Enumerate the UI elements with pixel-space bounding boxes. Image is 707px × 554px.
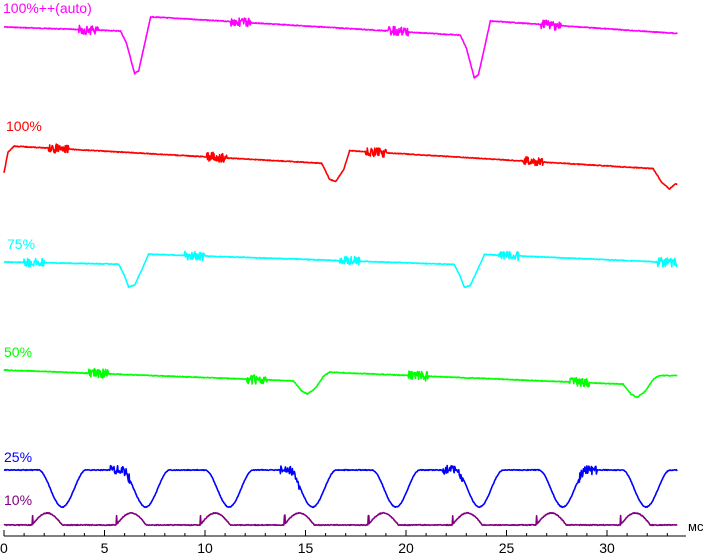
x-tick-label-5: 5 (101, 540, 109, 554)
series-label-25: 25% (4, 449, 32, 465)
x-axis-unit-label: мс (688, 519, 704, 534)
series-label-10: 10% (4, 492, 32, 508)
series-layer (3, 15, 678, 527)
series-label-100-auto: 100%++(auto) (3, 0, 92, 16)
x-tick-label-15: 15 (298, 540, 314, 554)
series-line-25 (3, 464, 678, 509)
x-tick-label-0: 0 (0, 540, 8, 554)
x-tick-label-20: 20 (398, 540, 414, 554)
x-tick-label-10: 10 (197, 540, 213, 554)
x-tick-label-25: 25 (499, 540, 515, 554)
x-tick-label-30: 30 (599, 540, 615, 554)
series-label-100: 100% (6, 118, 42, 134)
series-line-75 (3, 250, 678, 289)
series-line-100 (3, 143, 678, 190)
series-line-50 (3, 367, 678, 399)
series-label-75: 75% (7, 236, 35, 252)
series-line-10 (3, 511, 678, 527)
x-axis-ticks: 0 5 10 15 20 25 30 (0, 530, 668, 554)
series-line-100-auto (3, 15, 678, 79)
series-label-50: 50% (4, 344, 32, 360)
